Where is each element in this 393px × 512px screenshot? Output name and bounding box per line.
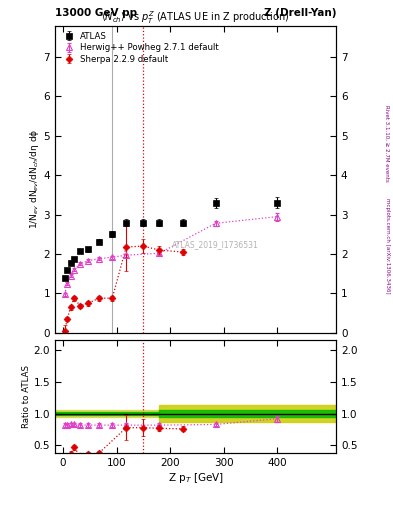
Y-axis label: Ratio to ATLAS: Ratio to ATLAS [22, 365, 31, 429]
Bar [160, 406, 336, 422]
Title: $\langle N_{ch}\rangle$ vs $p_T^Z$ (ATLAS UE in Z production): $\langle N_{ch}\rangle$ vs $p_T^Z$ (ATLA… [101, 9, 290, 26]
Bar [55, 412, 160, 415]
Legend: ATLAS, Herwig++ Powheg 2.7.1 default, Sherpa 2.2.9 default: ATLAS, Herwig++ Powheg 2.7.1 default, Sh… [58, 28, 222, 67]
Text: Z (Drell-Yan): Z (Drell-Yan) [264, 8, 336, 18]
Text: ATLAS_2019_I1736531: ATLAS_2019_I1736531 [172, 240, 259, 249]
Text: mcplots.cern.ch [arXiv:1306.3436]: mcplots.cern.ch [arXiv:1306.3436] [385, 198, 389, 293]
Bar [55, 410, 160, 417]
Y-axis label: 1/N$_{ev}$ dN$_{ev}$/dN$_{ch}$/dη dϕ: 1/N$_{ev}$ dN$_{ev}$/dN$_{ch}$/dη dϕ [28, 129, 41, 229]
X-axis label: Z p$_T$ [GeV]: Z p$_T$ [GeV] [167, 471, 224, 485]
Text: 13000 GeV pp: 13000 GeV pp [55, 8, 137, 18]
Text: Rivet 3.1.10, ≥ 2.7M events: Rivet 3.1.10, ≥ 2.7M events [385, 105, 389, 182]
Bar [160, 411, 336, 417]
